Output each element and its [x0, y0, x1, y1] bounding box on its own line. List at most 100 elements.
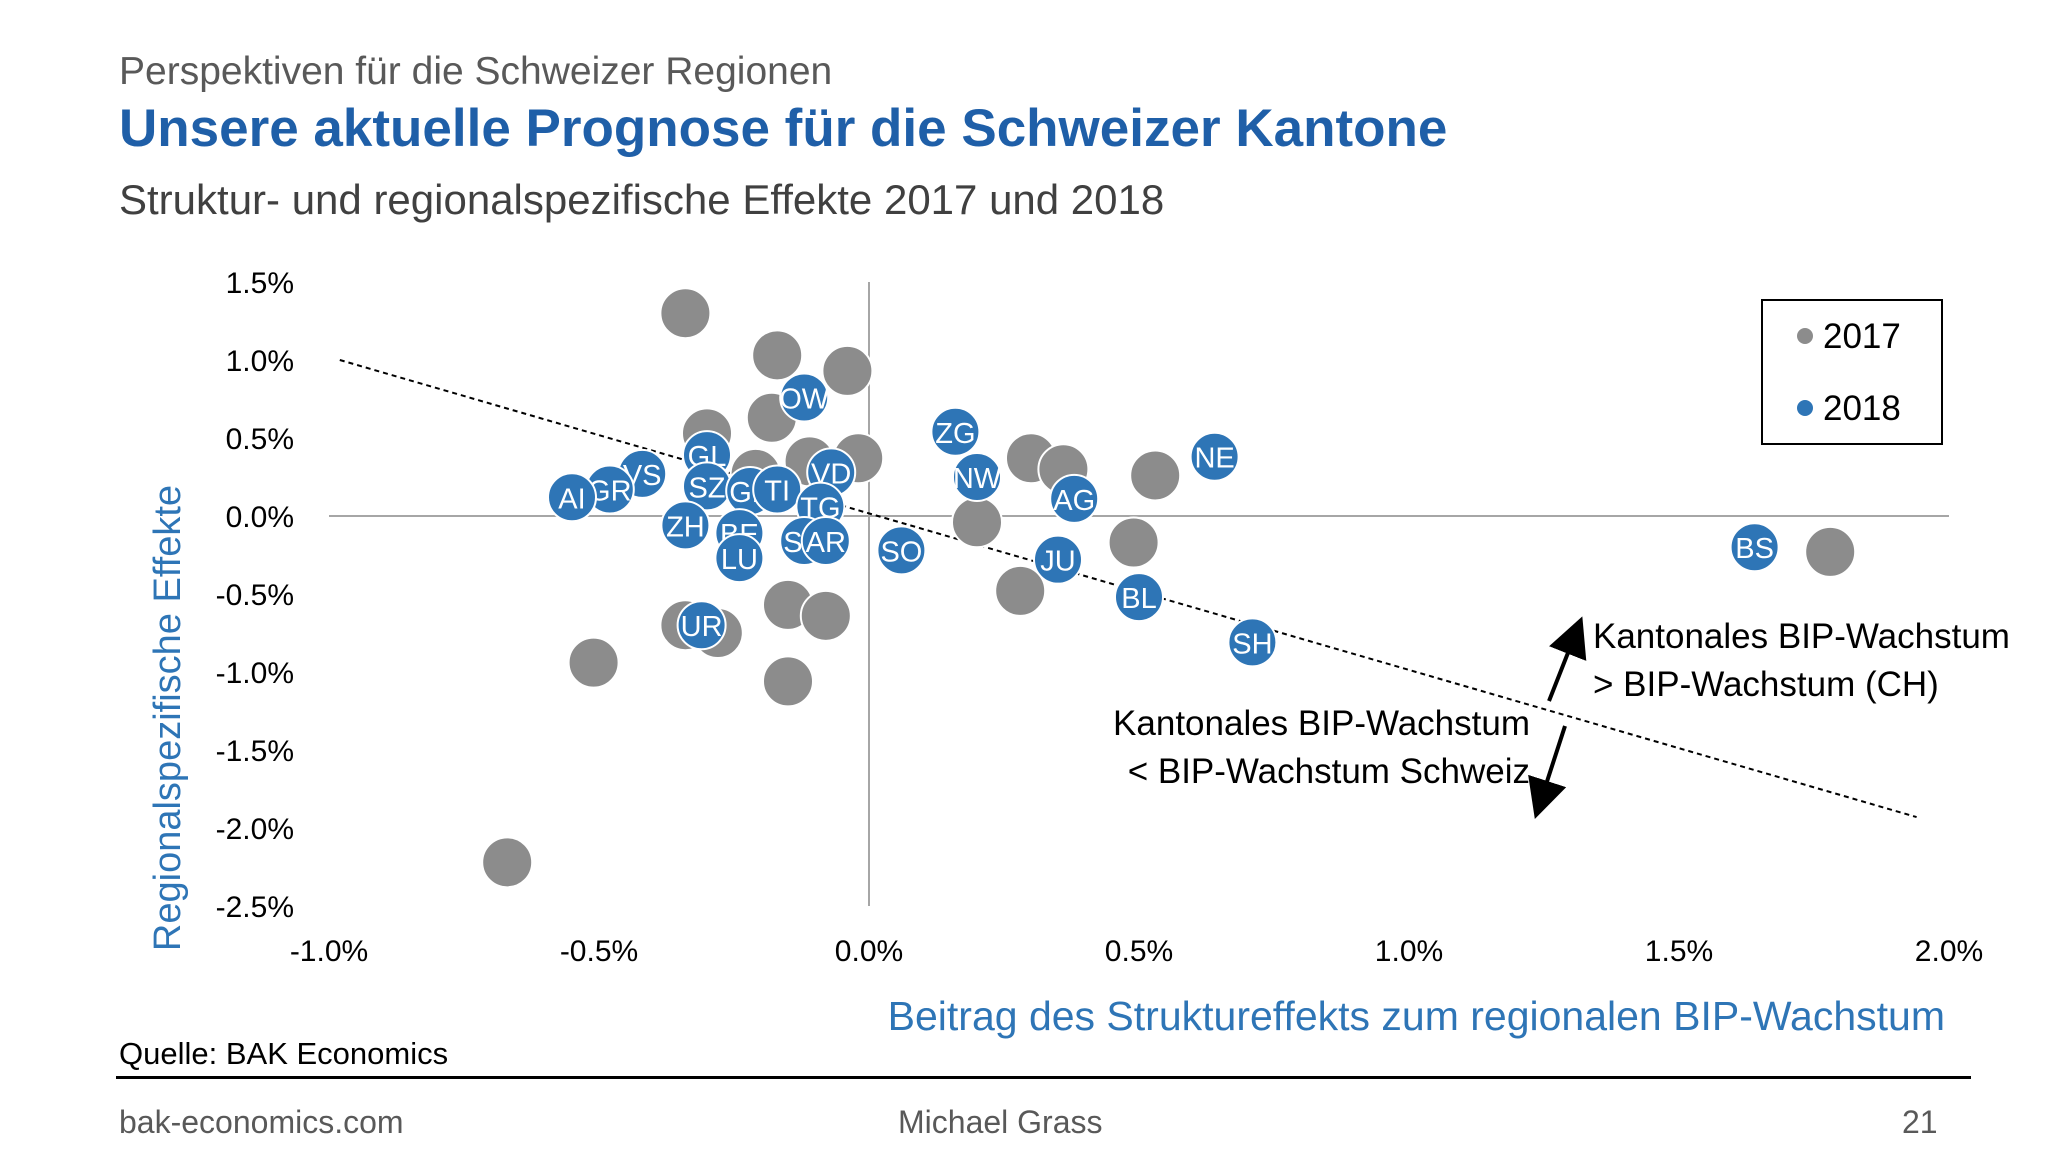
point-2017 — [951, 496, 1003, 549]
point-2018-marker — [660, 500, 711, 551]
point-2018-ai: AI — [547, 472, 597, 523]
point-2018-label: OW — [779, 383, 830, 415]
page-number: 21 — [1902, 1104, 1938, 1140]
annotation-below-line2: < BIP-Wachstum Schweiz — [1128, 752, 1530, 791]
point-2018-ne: NE — [1189, 431, 1240, 482]
series-2017-points — [481, 287, 1857, 889]
footer-divider — [116, 1076, 1971, 1079]
arrow-up — [1547, 616, 1587, 702]
point-2018-marker — [1049, 473, 1100, 524]
point-2018-label: SH — [1232, 628, 1272, 660]
point-2018-ow: OW — [779, 372, 830, 423]
point-2017 — [751, 329, 804, 382]
legend-label-2018: 2018 — [1823, 389, 1901, 428]
legend-label-2017: 2017 — [1823, 317, 1901, 356]
x-tick-label: 0.5% — [1105, 935, 1173, 968]
annotation-above-line2: > BIP-Wachstum (CH) — [1593, 665, 1939, 704]
point-2018-bl: BL — [1114, 572, 1164, 623]
x-tick-label: 2.0% — [1915, 935, 1983, 968]
point-2018-label: NW — [953, 463, 1002, 495]
point-2018-label: ZG — [935, 418, 975, 450]
annotation-above-line1: Kantonales BIP-Wachstum — [1593, 617, 2010, 656]
y-tick-label: -0.5% — [216, 579, 294, 612]
point-2018-label: JU — [1040, 546, 1075, 578]
point-2017 — [659, 287, 712, 340]
point-2018-ti: TI — [752, 464, 803, 515]
legend-marker-2017 — [1797, 328, 1813, 344]
point-2018-marker — [1033, 534, 1083, 585]
point-2017 — [481, 836, 534, 889]
point-2018-label: NE — [1194, 443, 1234, 475]
point-2018-label: BL — [1121, 583, 1156, 615]
point-2018-label: UR — [681, 611, 723, 643]
point-2018-marker — [876, 525, 927, 576]
point-2018-marker — [752, 464, 803, 515]
footer-website: bak-economics.com — [119, 1104, 404, 1140]
y-tick-label: -1.0% — [216, 657, 294, 690]
x-tick-label: 1.0% — [1375, 935, 1443, 968]
x-tick-label: 0.0% — [835, 935, 903, 968]
point-2018-marker — [800, 515, 851, 566]
series-2018-points: OWZGNEGLVDVSNWGRSZGETIAIAGTGZHBESGARSOLU… — [547, 372, 1780, 668]
x-tick-label: -1.0% — [290, 935, 368, 968]
point-2018-label: AR — [806, 527, 846, 559]
point-2018-marker — [1114, 572, 1164, 623]
point-2018-marker — [952, 452, 1002, 502]
source-note: Quelle: BAK Economics — [119, 1036, 449, 1071]
point-2018-label: AI — [558, 483, 585, 515]
x-axis-label: Beitrag des Struktureffekts zum regional… — [888, 993, 1945, 1039]
slide-supertitle: Perspektiven für die Schweizer Regionen — [119, 50, 833, 93]
x-tick-label: 1.5% — [1645, 935, 1713, 968]
point-2017 — [762, 655, 814, 708]
point-2018-ur: UR — [676, 600, 727, 651]
point-2018-ar: AR — [800, 515, 851, 566]
point-2018-lu: LU — [714, 533, 765, 584]
y-tick-label: 0.5% — [226, 423, 294, 456]
point-2018-marker — [547, 472, 597, 523]
point-2018-ag: AG — [1049, 473, 1100, 524]
legend: 2017 2018 — [1761, 299, 1943, 445]
footer-author: Michael Grass — [898, 1104, 1103, 1140]
point-2018-label: BS — [1735, 533, 1774, 565]
point-2017 — [1107, 516, 1160, 569]
point-2017 — [799, 589, 852, 642]
y-tick-label: 1.5% — [226, 267, 294, 300]
point-2018-label: ZH — [666, 511, 705, 543]
y-axis-label: Regionalspezifische Effekte — [147, 485, 189, 951]
point-2017 — [1804, 525, 1857, 578]
point-2017 — [821, 344, 874, 397]
point-2017 — [1129, 449, 1182, 502]
point-2017 — [994, 564, 1047, 617]
point-2018-marker — [1227, 617, 1278, 668]
y-tick-label: -2.5% — [216, 891, 294, 924]
tick-labels-layer: 1.5% 1.0% 0.5% 0.0% -0.5% -1.0% -1.5% -2.0% -2.5… — [216, 267, 1984, 968]
point-2018-label: LU — [721, 544, 758, 576]
chart-subtitle: Struktur- und regionalspezifische Effekt… — [119, 176, 1165, 223]
y-tick-label: -1.5% — [216, 735, 294, 768]
point-2018-zh: ZH — [660, 500, 711, 551]
point-2018-marker — [930, 406, 981, 457]
x-tick-label: -0.5% — [560, 935, 638, 968]
legend-marker-2018 — [1797, 400, 1813, 416]
point-2017 — [567, 636, 620, 689]
point-2018-nw: NW — [952, 452, 1002, 502]
point-2018-label: SZ — [688, 472, 725, 504]
point-2018-sh: SH — [1227, 617, 1278, 668]
y-tick-label: 0.0% — [226, 501, 294, 534]
point-2018-label: AG — [1053, 485, 1095, 517]
point-2018-ju: JU — [1033, 534, 1083, 585]
point-2018-marker — [1729, 522, 1780, 573]
point-2018-label: SO — [880, 536, 922, 568]
point-2018-label: TI — [764, 475, 790, 507]
point-2018-bs: BS — [1729, 522, 1780, 573]
annotation-below-line1: Kantonales BIP-Wachstum — [1113, 704, 1530, 743]
point-2018-marker — [1189, 431, 1240, 482]
point-2018-marker — [714, 533, 765, 584]
point-2018-sz: SZ — [682, 461, 732, 512]
slide-title: Unsere aktuelle Prognose für die Schweiz… — [119, 99, 1448, 158]
point-2018-zg: ZG — [930, 406, 981, 457]
point-2018-marker — [676, 600, 727, 651]
arrow-down — [1528, 725, 1567, 820]
y-tick-label: -2.0% — [216, 813, 294, 846]
